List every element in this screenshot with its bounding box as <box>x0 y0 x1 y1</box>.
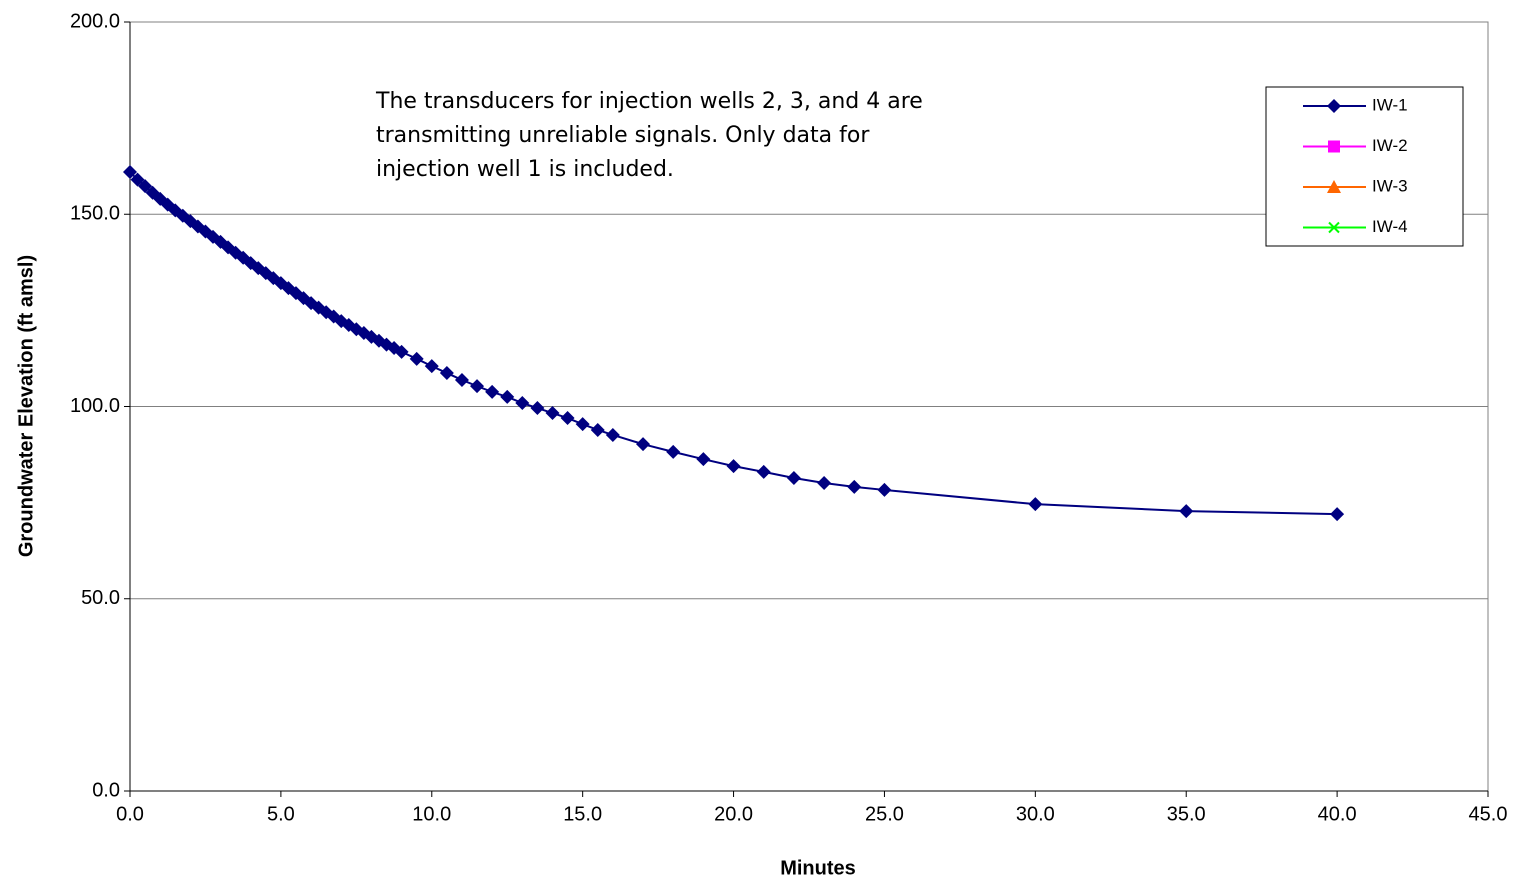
legend-marker <box>1327 180 1341 193</box>
marker <box>605 427 620 442</box>
marker <box>545 406 560 421</box>
legend-label: IW-4 <box>1372 217 1408 236</box>
marker <box>424 359 439 374</box>
marker <box>575 417 590 432</box>
marker <box>786 471 801 486</box>
marker <box>1028 497 1043 512</box>
x-axis-title: Minutes <box>780 857 856 879</box>
marker <box>409 351 424 366</box>
marker <box>817 476 832 491</box>
legend-label: IW-3 <box>1372 176 1408 195</box>
y-tick-label: 50.0 <box>81 587 120 609</box>
marker <box>756 464 771 479</box>
legend-label: IW-1 <box>1372 95 1408 114</box>
legend-label: IW-2 <box>1372 136 1408 155</box>
x-tick-label: 15.0 <box>563 803 602 825</box>
marker <box>485 384 500 399</box>
marker <box>726 459 741 474</box>
marker <box>636 437 651 452</box>
x-tick-label: 45.0 <box>1469 803 1508 825</box>
x-tick-label: 0.0 <box>116 803 144 825</box>
y-tick-label: 0.0 <box>92 779 120 801</box>
x-tick-label: 10.0 <box>412 803 451 825</box>
x-tick-label: 30.0 <box>1016 803 1055 825</box>
marker <box>454 372 469 387</box>
marker <box>228 245 243 260</box>
marker <box>666 444 681 459</box>
annotation: injection well 1 is included. <box>376 157 674 182</box>
marker <box>515 396 530 411</box>
legend-marker <box>1327 99 1341 113</box>
legend-marker <box>1328 140 1340 153</box>
annotation: The transducers for injection wells 2, 3… <box>375 89 923 114</box>
x-tick-label: 5.0 <box>267 803 295 825</box>
marker <box>877 482 892 497</box>
y-tick-label: 200.0 <box>70 10 120 32</box>
marker <box>138 179 153 194</box>
marker <box>130 172 145 187</box>
marker <box>530 401 545 416</box>
y-axis-title: Groundwater Elevation (ft amsl) <box>15 255 37 557</box>
marker <box>470 379 485 394</box>
x-tick-label: 35.0 <box>1167 803 1206 825</box>
marker <box>696 452 711 467</box>
marker <box>1179 504 1194 519</box>
marker <box>243 256 258 271</box>
marker <box>500 389 515 404</box>
marker <box>560 411 575 426</box>
y-tick-label: 150.0 <box>70 203 120 225</box>
marker <box>123 164 137 179</box>
marker <box>847 479 862 494</box>
y-tick-label: 100.0 <box>70 395 120 417</box>
legend-marker <box>1328 221 1340 234</box>
marker <box>439 366 454 381</box>
legend-box <box>1265 86 1464 247</box>
x-tick-label: 25.0 <box>865 803 904 825</box>
x-tick-label: 40.0 <box>1318 803 1357 825</box>
marker <box>590 422 605 437</box>
marker <box>394 344 409 359</box>
marker <box>1330 507 1345 522</box>
annotation: transmitting unreliable signals. Only da… <box>376 123 870 148</box>
x-tick-label: 20.0 <box>714 803 753 825</box>
